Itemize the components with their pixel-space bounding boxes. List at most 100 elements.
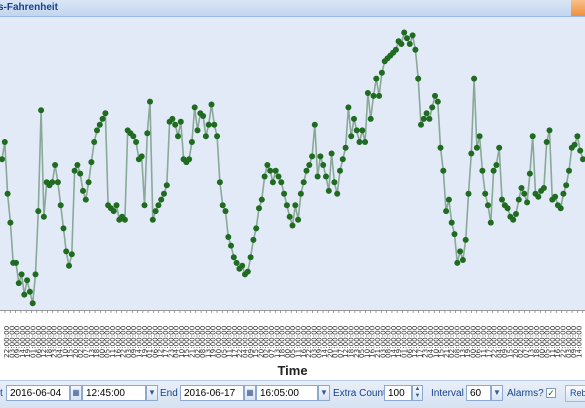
data-point[interactable] <box>432 92 438 99</box>
data-point[interactable] <box>15 280 22 287</box>
data-point[interactable] <box>216 179 223 186</box>
data-point[interactable] <box>141 202 148 209</box>
data-point[interactable] <box>526 170 533 177</box>
data-point[interactable] <box>493 162 500 168</box>
data-point[interactable] <box>337 167 343 174</box>
data-point[interactable] <box>462 236 469 243</box>
data-point[interactable] <box>144 130 151 137</box>
data-point[interactable] <box>283 202 290 209</box>
data-point[interactable] <box>543 139 550 145</box>
data-point[interactable] <box>471 75 478 82</box>
data-point[interactable] <box>175 133 181 140</box>
data-point[interactable] <box>292 202 299 209</box>
data-point[interactable] <box>529 133 536 140</box>
data-point[interactable] <box>437 144 444 151</box>
data-point[interactable] <box>233 259 240 266</box>
data-point[interactable] <box>29 300 36 307</box>
data-point[interactable] <box>479 167 486 174</box>
data-point[interactable] <box>225 234 232 240</box>
data-point[interactable] <box>459 257 466 263</box>
data-point[interactable] <box>560 190 567 197</box>
data-point[interactable] <box>376 92 383 99</box>
data-point[interactable] <box>85 179 92 186</box>
data-point[interactable] <box>359 127 366 134</box>
data-point[interactable] <box>499 196 505 203</box>
data-point[interactable] <box>339 156 346 163</box>
data-point[interactable] <box>121 216 128 223</box>
interval-field[interactable]: 60 <box>466 385 491 401</box>
data-point[interactable] <box>13 259 19 266</box>
data-point[interactable] <box>476 133 483 140</box>
data-point[interactable] <box>356 139 363 145</box>
data-point[interactable] <box>454 259 461 266</box>
data-point[interactable] <box>524 199 531 206</box>
data-point[interactable] <box>482 190 489 197</box>
data-point[interactable] <box>540 185 547 191</box>
data-point[interactable] <box>557 205 564 212</box>
data-point[interactable] <box>496 144 503 151</box>
data-point[interactable] <box>258 196 265 203</box>
data-point[interactable] <box>563 182 570 189</box>
data-point[interactable] <box>7 219 14 226</box>
data-point[interactable] <box>473 144 480 151</box>
data-point[interactable] <box>158 196 165 203</box>
panel-tool-button[interactable] <box>571 0 585 16</box>
data-point[interactable] <box>57 202 64 209</box>
data-point[interactable] <box>4 190 11 197</box>
data-point[interactable] <box>362 139 369 145</box>
data-point[interactable] <box>490 167 497 174</box>
data-point[interactable] <box>21 291 28 298</box>
data-point[interactable] <box>32 271 39 278</box>
data-point[interactable] <box>1 139 8 145</box>
data-point[interactable] <box>26 288 33 295</box>
data-point[interactable] <box>406 41 413 47</box>
data-point[interactable] <box>219 202 226 209</box>
data-point[interactable] <box>334 190 341 197</box>
data-point[interactable] <box>398 41 405 47</box>
data-point[interactable] <box>504 205 511 212</box>
data-point[interactable] <box>485 202 491 209</box>
data-point[interactable] <box>54 179 61 186</box>
data-point[interactable] <box>331 179 338 186</box>
data-point[interactable] <box>295 216 302 223</box>
data-point[interactable] <box>311 121 318 128</box>
data-point[interactable] <box>345 104 352 111</box>
data-point[interactable] <box>325 187 332 194</box>
data-point[interactable] <box>487 219 494 226</box>
data-point[interactable] <box>66 262 72 269</box>
data-point[interactable] <box>510 216 517 223</box>
data-point[interactable] <box>415 75 422 82</box>
data-point[interactable] <box>323 173 329 180</box>
data-point[interactable] <box>426 115 433 122</box>
data-point[interactable] <box>320 162 327 168</box>
data-point[interactable] <box>52 162 59 168</box>
end-time-field[interactable]: 16:05:00 <box>256 385 318 401</box>
data-point[interactable] <box>289 222 296 229</box>
data-point[interactable] <box>102 110 109 117</box>
data-point[interactable] <box>306 162 313 168</box>
data-point[interactable] <box>24 277 31 284</box>
data-point[interactable] <box>172 121 179 128</box>
data-point[interactable] <box>521 190 528 197</box>
data-point[interactable] <box>445 196 452 203</box>
data-point[interactable] <box>367 115 374 122</box>
data-point[interactable] <box>267 167 274 174</box>
data-point[interactable] <box>147 98 153 105</box>
data-point[interactable] <box>468 150 475 157</box>
end-date-field[interactable]: 2016-06-17 <box>180 385 244 401</box>
data-point[interactable] <box>518 185 525 191</box>
data-point[interactable] <box>314 173 321 180</box>
data-point[interactable] <box>513 211 519 217</box>
data-point[interactable] <box>351 115 357 122</box>
data-point[interactable] <box>409 32 416 39</box>
data-point[interactable] <box>309 153 316 160</box>
data-point[interactable] <box>253 225 260 232</box>
data-point[interactable] <box>418 121 424 128</box>
data-point[interactable] <box>40 213 47 220</box>
data-point[interactable] <box>130 133 137 140</box>
data-point[interactable] <box>228 242 234 249</box>
data-point[interactable] <box>272 167 279 174</box>
start-date-calendar-icon[interactable]: ▦ <box>70 385 82 401</box>
end-time-chevron-down-icon[interactable]: ▼ <box>318 385 330 401</box>
data-point[interactable] <box>515 196 522 203</box>
